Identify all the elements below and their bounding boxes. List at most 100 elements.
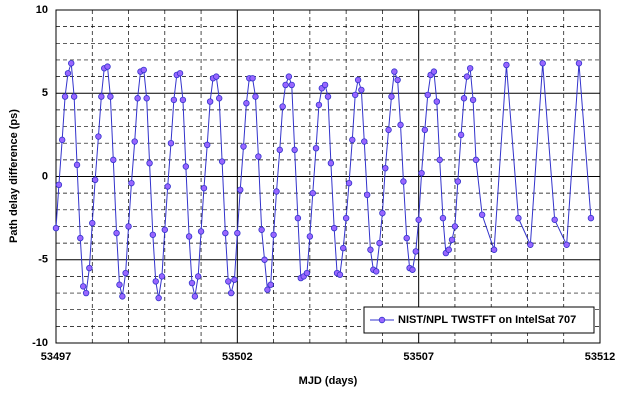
y-tick-label: -10 <box>32 337 48 349</box>
data-point <box>128 179 135 187</box>
data-point <box>116 281 123 288</box>
data-point <box>354 76 362 84</box>
data-point <box>134 95 141 102</box>
data-point <box>73 161 81 169</box>
data-point <box>291 146 298 154</box>
x-tick-label: 53497 <box>41 351 72 363</box>
data-point <box>466 65 474 72</box>
data-point <box>373 268 380 275</box>
data-point <box>451 223 459 230</box>
data-point <box>104 63 111 70</box>
legend-marker <box>378 316 386 324</box>
data-point <box>315 101 323 109</box>
data-point <box>421 126 429 134</box>
data-point <box>58 136 66 144</box>
data-point <box>551 216 558 223</box>
data-point <box>469 96 477 104</box>
x-tick-label: 53512 <box>585 351 616 363</box>
data-point <box>282 81 289 89</box>
data-point <box>412 248 419 255</box>
y-tick-label: 0 <box>42 170 48 182</box>
data-point <box>379 209 386 217</box>
data-point <box>82 289 90 297</box>
data-point <box>424 91 431 99</box>
data-point <box>234 229 241 237</box>
data-point <box>539 60 546 67</box>
data-point <box>448 236 456 243</box>
data-point <box>303 269 311 277</box>
data-point <box>575 60 583 67</box>
data-point <box>261 256 268 263</box>
data-point <box>91 176 99 184</box>
data-point <box>55 181 63 189</box>
data-point <box>179 96 187 104</box>
data-point <box>309 189 316 197</box>
data-point <box>397 121 404 129</box>
data-point <box>349 136 356 144</box>
data-point <box>249 75 256 82</box>
data-point <box>149 231 157 238</box>
data-point <box>478 211 486 218</box>
data-point <box>222 229 229 237</box>
data-point <box>185 233 193 240</box>
data-point <box>113 229 120 237</box>
data-point <box>267 281 274 288</box>
data-point <box>587 214 595 222</box>
data-point <box>200 184 208 192</box>
data-point <box>52 224 60 232</box>
data-point <box>182 163 190 170</box>
data-point <box>454 178 462 185</box>
data-point <box>204 141 211 149</box>
data-point <box>515 214 522 222</box>
data-point <box>176 70 184 77</box>
data-point <box>194 273 202 280</box>
data-point <box>215 95 223 102</box>
x-tick-label: 53502 <box>222 351 253 363</box>
data-point <box>394 76 401 84</box>
data-point <box>68 60 75 67</box>
data-point <box>110 156 117 164</box>
data-point <box>457 131 465 139</box>
data-point <box>430 68 438 75</box>
data-point <box>218 158 226 165</box>
y-tick-label: 5 <box>42 87 48 99</box>
data-point <box>463 73 471 80</box>
data-point <box>140 66 147 74</box>
data-point <box>79 283 87 290</box>
data-point <box>264 286 271 293</box>
data-point <box>206 98 214 105</box>
data-point <box>330 224 338 232</box>
data-point <box>352 91 359 99</box>
data-point <box>403 234 410 242</box>
data-point <box>439 214 447 222</box>
legend-box <box>363 306 595 334</box>
data-point <box>155 294 162 302</box>
data-point <box>472 156 480 164</box>
data-point <box>276 146 283 154</box>
data-point <box>191 293 199 300</box>
data-point <box>89 219 96 227</box>
data-point <box>388 93 395 100</box>
data-point <box>288 81 295 89</box>
data-point <box>255 153 262 160</box>
data-point <box>243 100 250 107</box>
data-point <box>70 93 78 100</box>
data-point <box>95 133 102 140</box>
data-point <box>445 246 452 253</box>
data-point <box>131 138 138 145</box>
data-point <box>345 179 353 187</box>
data-point <box>270 231 277 238</box>
data-point <box>306 233 314 240</box>
data-point <box>107 93 114 100</box>
data-point <box>385 126 392 134</box>
data-point <box>361 138 368 145</box>
data-point <box>460 95 468 102</box>
data-point <box>367 246 374 253</box>
data-point <box>312 144 320 152</box>
data-point <box>158 273 166 280</box>
data-point <box>225 278 232 285</box>
data-point <box>340 244 347 252</box>
data-point <box>418 169 425 177</box>
data-point <box>563 241 570 248</box>
